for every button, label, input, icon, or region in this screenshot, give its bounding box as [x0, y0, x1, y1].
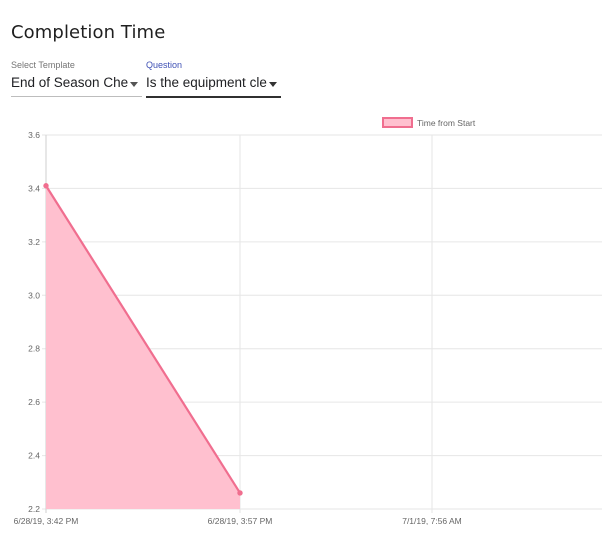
- dropdown-arrow-icon[interactable]: [269, 82, 277, 87]
- y-axis-ticks: 2.2 2.4 2.6 2.8 3.0 3.2 3.4 3.6: [28, 130, 40, 514]
- template-select-value: End of Season Che...: [11, 75, 129, 90]
- page-title: Completion Time: [11, 22, 166, 43]
- series-line: [45, 185, 241, 494]
- y-tick-label: 2.4: [28, 451, 40, 461]
- question-select-underline: [146, 96, 281, 98]
- series-area-fill: [46, 185, 240, 509]
- x-tick-label: 6/28/19, 3:57 PM: [208, 516, 273, 526]
- x-tick-label: 7/1/19, 7:56 AM: [402, 516, 462, 526]
- template-select[interactable]: Select Template End of Season Che...: [11, 60, 142, 98]
- legend-swatch[interactable]: [382, 117, 413, 128]
- y-tick-label: 3.6: [28, 130, 40, 140]
- question-select[interactable]: Question Is the equipment cle...: [146, 60, 281, 98]
- y-tick-label: 2.2: [28, 504, 40, 514]
- y-tick-label: 3.0: [28, 290, 40, 300]
- legend-label[interactable]: Time from Start: [417, 118, 476, 128]
- y-tick-label: 2.6: [28, 397, 40, 407]
- template-select-underline: [11, 96, 142, 97]
- template-select-label: Select Template: [11, 60, 75, 70]
- question-select-value: Is the equipment cle...: [146, 75, 268, 90]
- chart-point-layer: [43, 183, 243, 496]
- y-tick-label: 2.8: [28, 344, 40, 354]
- data-point[interactable]: [43, 183, 49, 189]
- chart-area-layer: [46, 185, 240, 509]
- y-tick-label: 3.2: [28, 237, 40, 247]
- question-select-label: Question: [146, 60, 183, 70]
- chart-line-layer: [45, 185, 241, 494]
- y-tick-label: 3.4: [28, 183, 40, 193]
- chart-legend[interactable]: Time from Start: [382, 117, 476, 128]
- dropdown-arrow-icon[interactable]: [130, 82, 138, 87]
- x-tick-label: 6/28/19, 3:42 PM: [14, 516, 79, 526]
- data-point[interactable]: [237, 490, 243, 496]
- x-axis-ticks: 6/28/19, 3:42 PM 6/28/19, 3:57 PM 7/1/19, …: [14, 516, 462, 526]
- completion-time-chart: 2.2 2.4 2.6 2.8 3.0 3.2 3.4 3.6 6/28/19, 3:42 P…: [14, 117, 602, 526]
